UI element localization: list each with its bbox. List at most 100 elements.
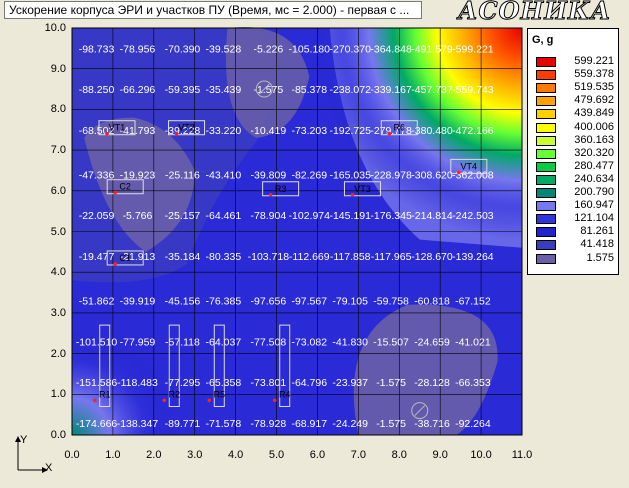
component-node <box>387 131 392 136</box>
cell-label: -39.809 <box>251 170 287 182</box>
cell-label: -25.116 <box>165 170 200 182</box>
cell-label: -35.439 <box>206 84 242 96</box>
x-tick-label: 8.0 <box>391 449 407 461</box>
legend-entry: 81.261 <box>536 225 616 238</box>
legend-swatch <box>536 214 556 225</box>
component-label: VT3 <box>354 184 371 194</box>
legend-swatch <box>536 174 556 185</box>
legend-entry: 320.320 <box>536 146 616 160</box>
legend-swatch <box>536 57 556 67</box>
legend-swatch <box>536 240 556 251</box>
legend-swatch <box>536 109 556 120</box>
legend-entry: 439.849 <box>536 107 616 120</box>
cell-label: -73.801 <box>251 377 287 389</box>
legend-entry: 400.006 <box>536 120 616 134</box>
component-r1[interactable]: R1 <box>92 324 111 408</box>
x-tick-label: 6.0 <box>309 449 326 461</box>
cell-label: -174.666 <box>76 418 118 430</box>
cell-label: -364.848 <box>370 43 412 55</box>
mounting-hole-icon <box>255 80 273 98</box>
cell-label: -57.118 <box>165 336 200 348</box>
legend-value: 559.378 <box>574 68 614 81</box>
legend-value: 479.692 <box>574 94 614 107</box>
cell-label: -59.758 <box>373 296 409 308</box>
legend-value: 400.006 <box>574 120 614 133</box>
component-r2[interactable]: R2 <box>162 324 181 408</box>
component-node <box>113 262 117 266</box>
cell-label: -39.528 <box>206 43 242 55</box>
component-label: VT1 <box>109 123 126 133</box>
legend-swatch <box>536 161 556 172</box>
cell-label: -117.965 <box>371 251 412 263</box>
component-label: VT2 <box>178 123 195 133</box>
legend-entry: 1.575 <box>536 252 616 265</box>
cell-label: -71.578 <box>206 418 242 430</box>
cell-label: -76.385 <box>206 296 242 308</box>
x-tick-label: 1.0 <box>105 449 121 461</box>
y-tick-label: 1.0 <box>50 388 66 401</box>
cell-label: -59.395 <box>165 84 201 96</box>
legend-value: 81.261 <box>580 225 614 238</box>
cell-label: -242.503 <box>452 210 494 222</box>
component-r3[interactable]: R3 <box>262 181 300 197</box>
component-node <box>268 192 273 197</box>
cell-label: -491.579 <box>411 43 453 55</box>
legend-entry: 160.947 <box>536 199 616 212</box>
component-vt4[interactable]: VT4 <box>450 158 488 175</box>
component-label: R3 <box>275 184 287 194</box>
cell-label: -41.021 <box>455 336 491 348</box>
component-c1[interactable]: C1 <box>106 250 144 266</box>
cell-label: -77.508 <box>251 336 287 348</box>
cell-label: -117.858 <box>330 251 371 263</box>
cell-label: -78.956 <box>120 43 156 55</box>
cell-label: -38.716 <box>414 418 450 430</box>
cell-label: -22.059 <box>79 210 115 222</box>
cell-label: -78.904 <box>251 210 287 222</box>
component-node <box>457 170 461 175</box>
cell-label: -98.733 <box>79 43 115 55</box>
y-tick-label: 2.0 <box>50 347 66 360</box>
legend-value: 160.947 <box>574 199 614 212</box>
component-r5[interactable]: R5 <box>207 324 226 408</box>
cell-label: -1.575 <box>376 418 406 430</box>
component-label: R5 <box>214 389 226 399</box>
cell-label: -88.250 <box>79 84 115 96</box>
legend-swatch <box>536 148 556 159</box>
cell-label: -214.814 <box>411 210 453 222</box>
component-r4[interactable]: R4 <box>272 324 291 408</box>
component-vt2[interactable]: VT2 <box>168 120 206 136</box>
cell-label: -51.862 <box>79 296 115 308</box>
x-tick-label: 5.0 <box>268 449 285 461</box>
legend-swatch <box>536 188 556 198</box>
component-label: C2 <box>119 182 131 192</box>
component-c2[interactable]: C2 <box>106 179 144 195</box>
cell-label: -24.249 <box>332 418 368 430</box>
cell-label: -80.335 <box>206 251 242 263</box>
cell-label: -73.082 <box>291 336 327 348</box>
cell-label: -599.221 <box>452 43 494 55</box>
component-vt1[interactable]: VT1 <box>98 120 136 136</box>
legend-value: 599.221 <box>574 55 614 67</box>
legend-value: 320.320 <box>574 146 614 159</box>
component-node <box>113 190 117 195</box>
component-label: R2 <box>169 389 181 399</box>
x-tick-label: 4.0 <box>227 449 244 461</box>
y-tick-label: 5.0 <box>50 225 66 238</box>
component-vt3[interactable]: VT3 <box>343 181 381 197</box>
cell-label: -559.743 <box>452 84 494 96</box>
cell-label: -103.718 <box>248 251 290 263</box>
cell-label: -19.923 <box>120 170 156 182</box>
cell-label: -64.037 <box>206 336 242 348</box>
window-title: Ускорение корпуса ЭРИ и участков ПУ (Вре… <box>4 1 422 19</box>
cell-label: -176.345 <box>370 210 412 222</box>
cell-label: -64.796 <box>291 377 327 389</box>
legend-swatch <box>536 201 556 212</box>
component-node <box>174 131 179 136</box>
legend-entry: 479.692 <box>536 94 616 107</box>
legend-entry: 599.221 <box>536 55 616 68</box>
component-r6[interactable]: R6 <box>380 120 418 136</box>
cell-label: -60.818 <box>414 296 450 308</box>
cell-label: -128.670 <box>411 251 453 263</box>
x-tick-label: 11.0 <box>511 449 533 461</box>
